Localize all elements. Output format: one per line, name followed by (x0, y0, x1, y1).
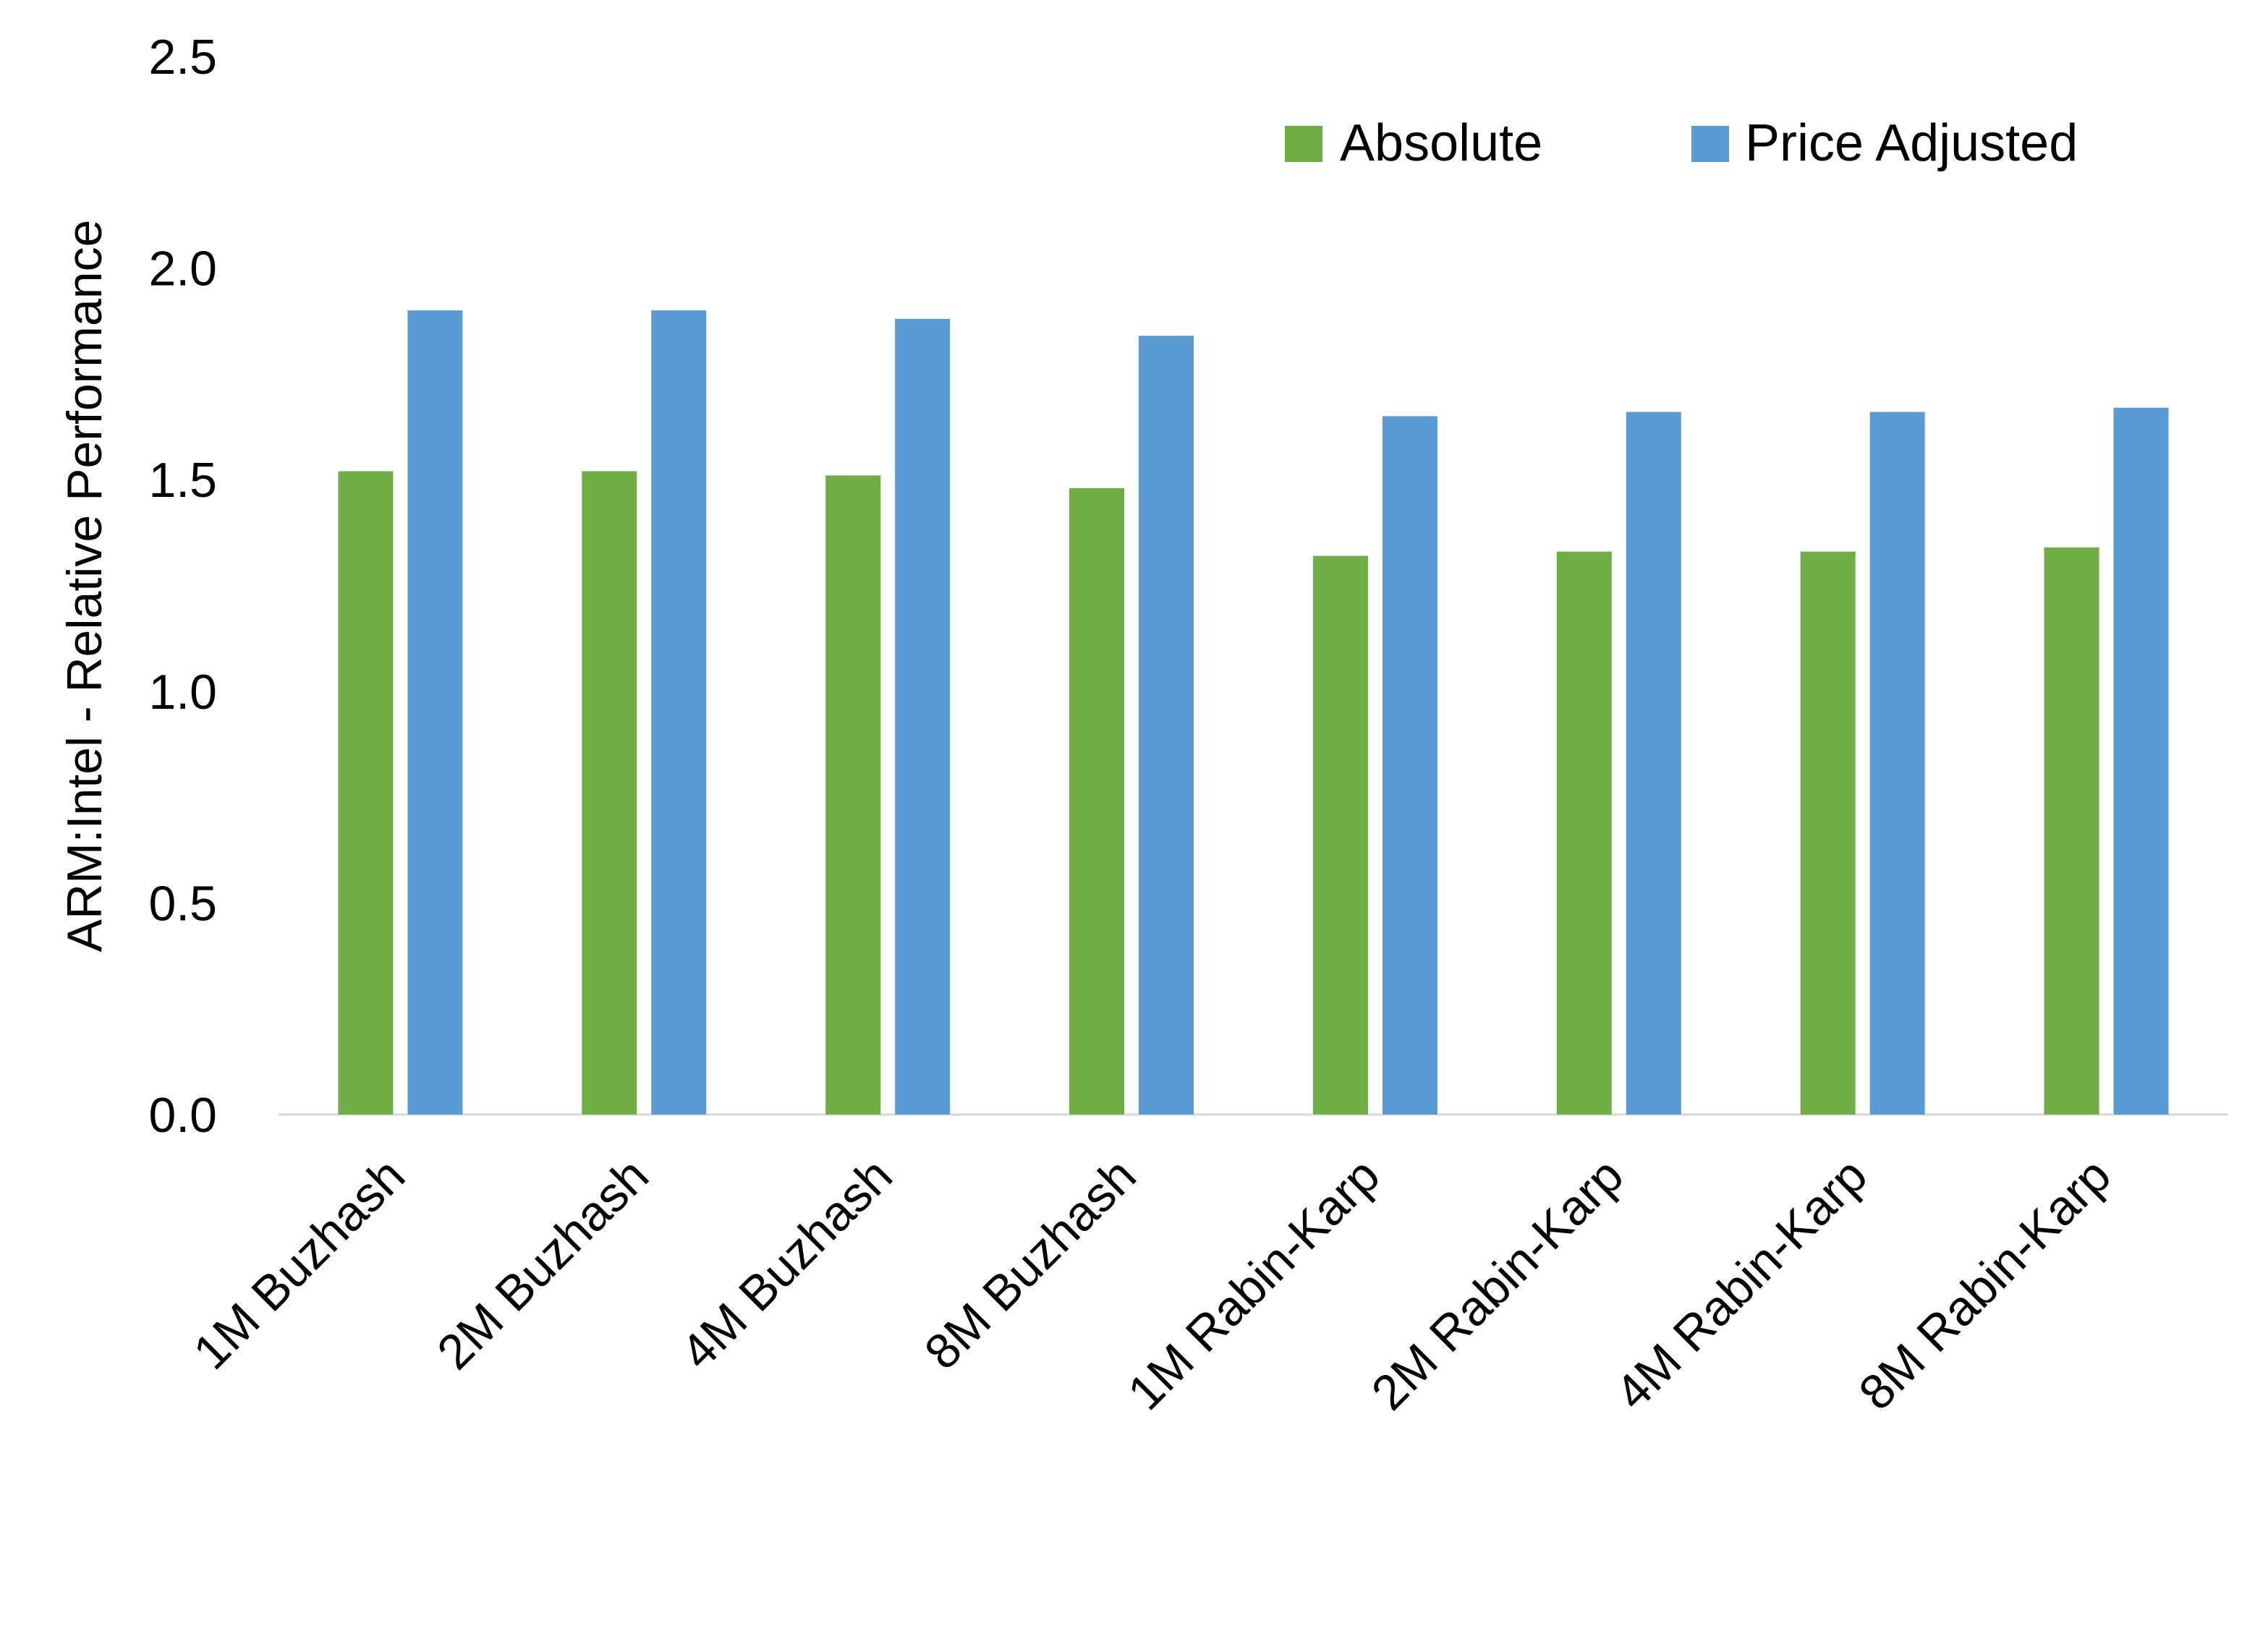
y-tick-label: 2.5 (148, 30, 217, 85)
x-tick-label: 8M Rabin-Karp (1848, 1148, 2121, 1421)
bar-absolute (582, 471, 637, 1115)
category-labels: 1M Buzhash 2M Buzhash 4M Buzhash 8M Buzhash… (183, 1148, 2121, 1421)
legend-swatch-absolute (1285, 126, 1322, 162)
bars (338, 310, 2169, 1115)
bar-price-adjusted (2113, 407, 2169, 1115)
y-tick-label: 2.0 (148, 242, 217, 297)
y-tick-label: 0.5 (148, 876, 217, 931)
y-axis-ticks: 0.0 0.5 1.0 1.5 2.0 2.5 (148, 30, 217, 1143)
x-tick-label: 4M Rabin-Karp (1605, 1148, 1877, 1421)
bar-absolute (1069, 487, 1125, 1115)
bar-absolute (1556, 551, 1612, 1115)
x-tick-label: 2M Rabin-Karp (1361, 1148, 1634, 1421)
bar-price-adjusted (1139, 336, 1194, 1115)
legend: Absolute Price Adjusted (1285, 114, 2078, 172)
x-tick-label: 1M Buzhash (183, 1148, 415, 1380)
y-tick-label: 1.0 (148, 665, 217, 720)
y-tick-label: 1.5 (148, 453, 217, 508)
bar-absolute (825, 475, 881, 1115)
bar-price-adjusted (895, 318, 951, 1115)
legend-swatch-price-adjusted (1691, 126, 1729, 162)
x-tick-label: 1M Rabin-Karp (1117, 1148, 1390, 1421)
bar-absolute (1312, 555, 1368, 1115)
x-tick-label: 2M Buzhash (427, 1148, 659, 1380)
bar-absolute (1800, 551, 1856, 1115)
legend-label-absolute: Absolute (1340, 114, 1542, 172)
bar-price-adjusted (1869, 412, 1925, 1115)
bar-price-adjusted (1382, 416, 1437, 1115)
bar-absolute (2044, 547, 2099, 1115)
y-axis-label: ARM:Intel - Relative Performance (57, 220, 112, 953)
y-tick-label: 0.0 (148, 1088, 217, 1143)
bar-absolute (338, 471, 394, 1115)
x-tick-label: 8M Buzhash (914, 1148, 1147, 1380)
bar-price-adjusted (651, 310, 707, 1115)
bar-price-adjusted (1626, 412, 1681, 1115)
bar-price-adjusted (407, 310, 463, 1115)
legend-label-price-adjusted: Price Adjusted (1745, 114, 2078, 172)
x-tick-label: 4M Buzhash (671, 1148, 903, 1380)
